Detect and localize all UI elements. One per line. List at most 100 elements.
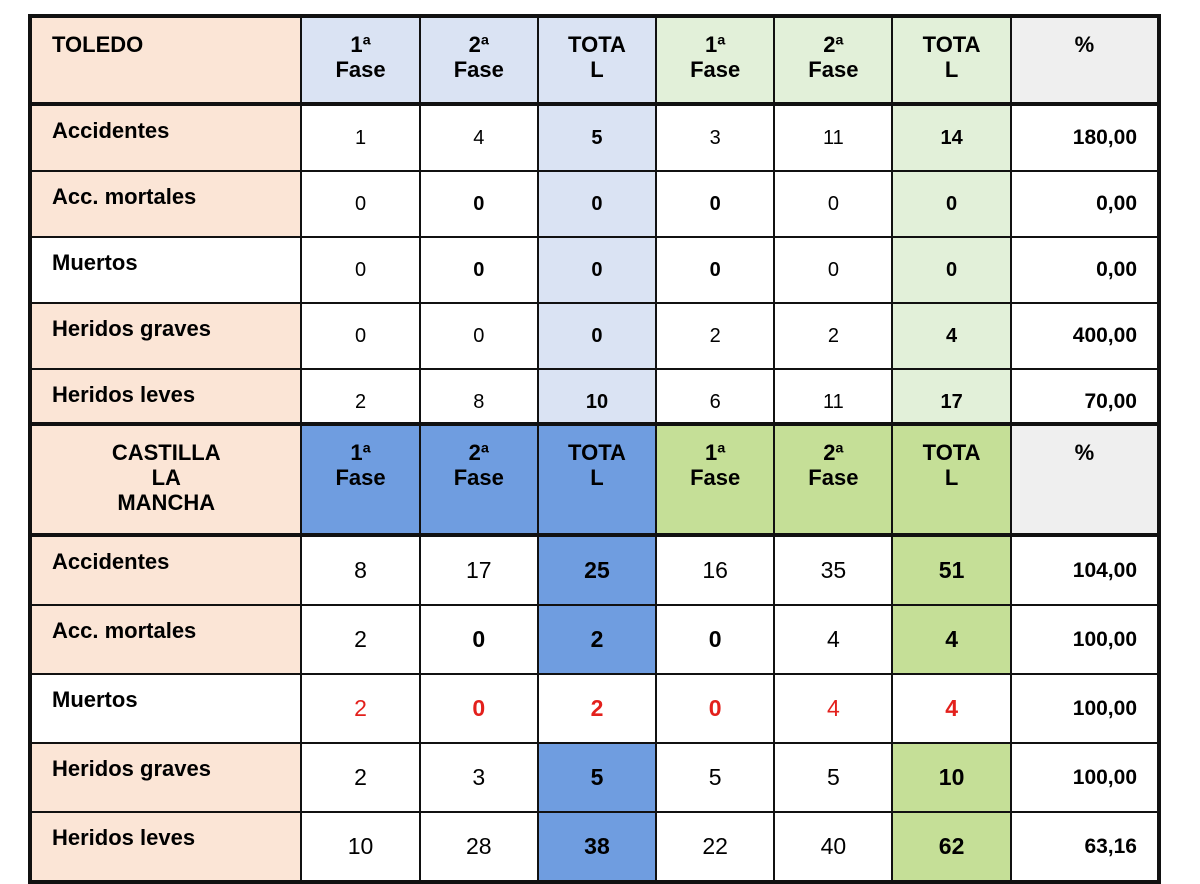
table-row: Acc. mortales 0 0 0 0 0 0 0,00 (28, 170, 1161, 238)
cell-highlight: 2 (300, 673, 421, 744)
cell: 5 (655, 742, 776, 813)
cell: 2 (300, 742, 421, 813)
col-header-1a-fase: 1ª Fase (655, 423, 776, 537)
cell: 0 (655, 170, 776, 238)
cell: 4 (773, 604, 894, 675)
cell-highlight: 4 (773, 673, 894, 744)
cell-total: 2 (536, 604, 658, 675)
cell-total: 51 (891, 534, 1012, 606)
col-header-2a-fase: 2ª Fase (418, 423, 539, 537)
cell: 2 (773, 302, 894, 370)
cell: 17 (418, 534, 539, 606)
row-label: Muertos (28, 236, 303, 304)
cell-percent: 0,00 (1009, 236, 1161, 304)
cell-percent: 100,00 (1009, 673, 1161, 744)
toledo-table: TOLEDO 1ª Fase 2ª Fase TOTA L 1ª Fase 2ª Fase… (28, 14, 1161, 438)
cell: 0 (418, 236, 539, 304)
cell-highlight: 0 (655, 673, 776, 744)
col-header-percent: % (1009, 423, 1161, 537)
cell: 22 (655, 811, 776, 883)
cell-total: 5 (536, 103, 658, 172)
cell-highlight: 2 (536, 673, 658, 744)
cell: 0 (773, 170, 894, 238)
cell-total: 0 (891, 236, 1012, 304)
col-header-total: TOTA L (536, 423, 658, 537)
cell: 0 (300, 302, 421, 370)
row-label: Acc. mortales (28, 170, 303, 238)
cell-total: 4 (891, 302, 1012, 370)
cell-total: 14 (891, 103, 1012, 172)
table-title: TOLEDO (28, 15, 303, 106)
row-label: Heridos graves (28, 742, 303, 813)
cell: 10 (300, 811, 421, 883)
cell: 2 (300, 604, 421, 675)
cell-total: 0 (891, 170, 1012, 238)
cell-total: 25 (536, 534, 658, 606)
col-header-total: TOTA L (891, 423, 1012, 537)
cell: 0 (300, 170, 421, 238)
cell-highlight: 4 (891, 673, 1012, 744)
cell: 4 (418, 103, 539, 172)
table-header-row: TOLEDO 1ª Fase 2ª Fase TOTA L 1ª Fase 2ª Fase… (28, 15, 1161, 106)
row-label: Heridos leves (28, 811, 303, 883)
cell-percent: 400,00 (1009, 302, 1161, 370)
cell: 0 (655, 604, 776, 675)
cell-percent: 100,00 (1009, 604, 1161, 675)
table-row: Heridos graves 0 0 0 2 2 4 400,00 (28, 302, 1161, 370)
row-label: Muertos (28, 673, 303, 744)
table-row: Muertos 2 0 2 0 4 4 100,00 (28, 673, 1161, 744)
cell: 16 (655, 534, 776, 606)
cell: 28 (418, 811, 539, 883)
col-header-1a-fase: 1ª Fase (655, 15, 776, 106)
table-row: Heridos leves 10 28 38 22 40 62 63,16 (28, 811, 1161, 883)
cell: 5 (773, 742, 894, 813)
cell: 8 (300, 534, 421, 606)
cell-total: 4 (891, 604, 1012, 675)
cell: 0 (655, 236, 776, 304)
table-header-row: CASTILLA LA MANCHA 1ª Fase 2ª Fase TOTA L 1ª F… (28, 423, 1161, 537)
table-title: CASTILLA LA MANCHA (28, 423, 303, 537)
table-row: Accidentes 8 17 25 16 35 51 104,00 (28, 534, 1161, 606)
cell-percent: 180,00 (1009, 103, 1161, 172)
table-row: Muertos 0 0 0 0 0 0 0,00 (28, 236, 1161, 304)
cell-percent: 63,16 (1009, 811, 1161, 883)
cell-total: 0 (536, 170, 658, 238)
cell-total: 10 (891, 742, 1012, 813)
row-label: Acc. mortales (28, 604, 303, 675)
cell: 11 (773, 103, 894, 172)
cell: 0 (418, 170, 539, 238)
cell: 0 (773, 236, 894, 304)
cell: 2 (655, 302, 776, 370)
cell-total: 0 (536, 302, 658, 370)
cell: 3 (418, 742, 539, 813)
cell-total: 38 (536, 811, 658, 883)
cell: 35 (773, 534, 894, 606)
cell-highlight: 0 (418, 673, 539, 744)
col-header-2a-fase: 2ª Fase (773, 15, 894, 106)
cell-percent: 100,00 (1009, 742, 1161, 813)
col-header-total: TOTA L (891, 15, 1012, 106)
row-label: Accidentes (28, 534, 303, 606)
cell: 1 (300, 103, 421, 172)
cell: 3 (655, 103, 776, 172)
cell: 0 (418, 302, 539, 370)
table-row: Heridos graves 2 3 5 5 5 10 100,00 (28, 742, 1161, 813)
cell: 0 (418, 604, 539, 675)
cell-total: 62 (891, 811, 1012, 883)
divider-line (29, 380, 31, 420)
col-header-2a-fase: 2ª Fase (773, 423, 894, 537)
table-row: Accidentes 1 4 5 3 11 14 180,00 (28, 103, 1161, 172)
cell-percent: 0,00 (1009, 170, 1161, 238)
table-row: Acc. mortales 2 0 2 0 4 4 100,00 (28, 604, 1161, 675)
cell-percent: 104,00 (1009, 534, 1161, 606)
cell-total: 0 (536, 236, 658, 304)
col-header-percent: % (1009, 15, 1161, 106)
col-header-2a-fase: 2ª Fase (418, 15, 539, 106)
row-label: Accidentes (28, 103, 303, 172)
cell: 0 (300, 236, 421, 304)
col-header-total: TOTA L (536, 15, 658, 106)
row-label: Heridos graves (28, 302, 303, 370)
col-header-1a-fase: 1ª Fase (300, 15, 421, 106)
cell-total: 5 (536, 742, 658, 813)
cell: 40 (773, 811, 894, 883)
